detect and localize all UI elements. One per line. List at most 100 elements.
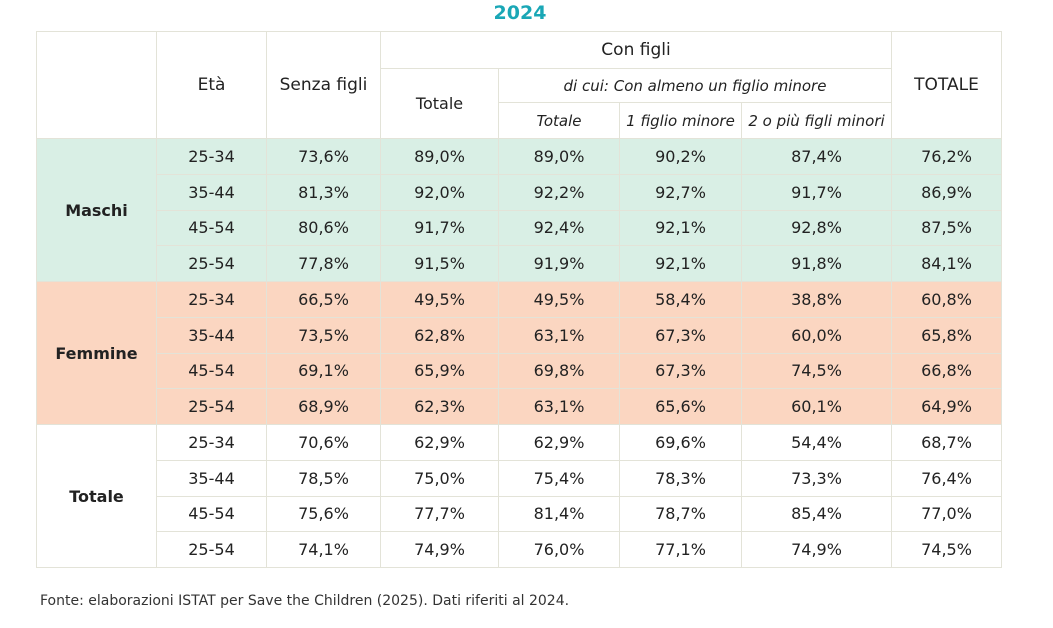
cell-2-piu-figli: 60,0% <box>741 316 892 354</box>
cell-di-cui-totale: 63,1% <box>498 388 620 425</box>
cell-eta: 45-54 <box>156 495 267 533</box>
cell-eta: 25-34 <box>156 281 267 318</box>
cell-totale: 76,4% <box>891 459 1002 497</box>
header-senza-figli: Senza figli <box>266 31 381 139</box>
cell-di-cui-totale: 92,2% <box>498 173 620 211</box>
cell-di-cui-totale: 49,5% <box>498 281 620 318</box>
cell-1-figlio: 92,7% <box>619 173 742 211</box>
cell-1-figlio: 78,7% <box>619 495 742 533</box>
table-row: 45-54 69,1% 65,9% 69,8% 67,3% 74,5% 66,8% <box>37 352 1002 390</box>
cell-di-cui-totale: 76,0% <box>498 531 620 568</box>
cell-senza-figli: 73,6% <box>266 138 381 175</box>
cell-di-cui-totale: 81,4% <box>498 495 620 533</box>
header-con-figli-totale: Totale <box>380 68 499 139</box>
cell-di-cui-totale: 75,4% <box>498 459 620 497</box>
cell-con-figli-totale: 75,0% <box>380 459 499 497</box>
cell-1-figlio: 92,1% <box>619 209 742 247</box>
cell-1-figlio: 92,1% <box>619 245 742 282</box>
cell-eta: 25-54 <box>156 245 267 282</box>
cell-senza-figli: 80,6% <box>266 209 381 247</box>
header-eta: Età <box>156 31 267 139</box>
cell-di-cui-totale: 91,9% <box>498 245 620 282</box>
source-footnote: Fonte: elaborazioni ISTAT per Save the C… <box>40 593 570 609</box>
cell-2-piu-figli: 87,4% <box>741 138 892 175</box>
cell-con-figli-totale: 74,9% <box>380 531 499 568</box>
cell-1-figlio: 77,1% <box>619 531 742 568</box>
table-row: 45-54 75,6% 77,7% 81,4% 78,7% 85,4% 77,0% <box>37 495 1002 533</box>
cell-eta: 25-34 <box>156 138 267 175</box>
cell-con-figli-totale: 89,0% <box>380 138 499 175</box>
data-table: Età Senza figli Con figli TOTALE Totale … <box>36 31 1002 568</box>
cell-totale: 86,9% <box>891 173 1002 211</box>
cell-2-piu-figli: 74,9% <box>741 531 892 568</box>
cell-totale: 77,0% <box>891 495 1002 533</box>
table-row: 35-44 81,3% 92,0% 92,2% 92,7% 91,7% 86,9% <box>37 173 1002 211</box>
cell-senza-figli: 78,5% <box>266 459 381 497</box>
cell-senza-figli: 70,6% <box>266 424 381 461</box>
group-label: Maschi <box>36 138 157 282</box>
cell-senza-figli: 75,6% <box>266 495 381 533</box>
cell-eta: 35-44 <box>156 173 267 211</box>
cell-1-figlio: 58,4% <box>619 281 742 318</box>
cell-con-figli-totale: 91,7% <box>380 209 499 247</box>
cell-senza-figli: 69,1% <box>266 352 381 390</box>
cell-2-piu-figli: 54,4% <box>741 424 892 461</box>
cell-senza-figli: 74,1% <box>266 531 381 568</box>
cell-di-cui-totale: 69,8% <box>498 352 620 390</box>
cell-2-piu-figli: 74,5% <box>741 352 892 390</box>
header-di-cui-totale: Totale <box>498 102 620 139</box>
header-di-cui: di cui: Con almeno un figlio minore <box>498 68 892 103</box>
cell-totale: 66,8% <box>891 352 1002 390</box>
cell-2-piu-figli: 38,8% <box>741 281 892 318</box>
cell-con-figli-totale: 91,5% <box>380 245 499 282</box>
cell-senza-figli: 68,9% <box>266 388 381 425</box>
table-row: Maschi 25-34 73,6% 89,0% 89,0% 90,2% 87,4% 76,2… <box>36 138 1002 282</box>
table-row: 35-44 78,5% 75,0% 75,4% 78,3% 73,3% 76,4% <box>37 459 1002 497</box>
cell-di-cui-totale: 62,9% <box>498 424 620 461</box>
cell-1-figlio: 90,2% <box>619 138 742 175</box>
cell-2-piu-figli: 91,8% <box>741 245 892 282</box>
cell-eta: 45-54 <box>156 209 267 247</box>
table-row: 45-54 80,6% 91,7% 92,4% 92,1% 92,8% 87,5% <box>37 209 1002 247</box>
cell-con-figli-totale: 77,7% <box>380 495 499 533</box>
cell-eta: 25-54 <box>156 388 267 425</box>
cell-con-figli-totale: 92,0% <box>380 173 499 211</box>
cell-totale: 64,9% <box>891 388 1002 425</box>
corner-cell <box>36 31 157 139</box>
cell-1-figlio: 69,6% <box>619 424 742 461</box>
table-row: 25-54 74,1% 74,9% 76,0% 77,1% 74,9% 74,5% <box>37 531 1002 568</box>
cell-senza-figli: 77,8% <box>266 245 381 282</box>
cell-1-figlio: 78,3% <box>619 459 742 497</box>
cell-senza-figli: 81,3% <box>266 173 381 211</box>
header-2-piu-figli: 2 o più figli minori <box>741 102 892 139</box>
table-row: 35-44 73,5% 62,8% 63,1% 67,3% 60,0% 65,8% <box>37 316 1002 354</box>
cell-totale: 65,8% <box>891 316 1002 354</box>
cell-con-figli-totale: 62,3% <box>380 388 499 425</box>
cell-senza-figli: 73,5% <box>266 316 381 354</box>
table-title: 2024 <box>493 2 547 24</box>
cell-senza-figli: 66,5% <box>266 281 381 318</box>
header-totale: TOTALE <box>891 31 1002 139</box>
cell-1-figlio: 67,3% <box>619 316 742 354</box>
header-1-figlio: 1 figlio minore <box>619 102 742 139</box>
cell-2-piu-figli: 85,4% <box>741 495 892 533</box>
cell-eta: 25-54 <box>156 531 267 568</box>
cell-totale: 60,8% <box>891 281 1002 318</box>
cell-di-cui-totale: 92,4% <box>498 209 620 247</box>
table-row: Totale 25-34 70,6% 62,9% 62,9% 69,6% 54,4% 68,7… <box>36 424 1002 568</box>
cell-2-piu-figli: 92,8% <box>741 209 892 247</box>
cell-con-figli-totale: 62,8% <box>380 316 499 354</box>
cell-1-figlio: 67,3% <box>619 352 742 390</box>
cell-con-figli-totale: 65,9% <box>380 352 499 390</box>
cell-con-figli-totale: 62,9% <box>380 424 499 461</box>
cell-eta: 45-54 <box>156 352 267 390</box>
table-row: 25-54 68,9% 62,3% 63,1% 65,6% 60,1% 64,9% <box>37 388 1002 425</box>
header-con-figli: Con figli <box>380 31 892 69</box>
cell-totale: 76,2% <box>891 138 1002 175</box>
cell-totale: 84,1% <box>891 245 1002 282</box>
cell-di-cui-totale: 89,0% <box>498 138 620 175</box>
cell-1-figlio: 65,6% <box>619 388 742 425</box>
group-label: Totale <box>36 424 157 568</box>
cell-2-piu-figli: 73,3% <box>741 459 892 497</box>
cell-con-figli-totale: 49,5% <box>380 281 499 318</box>
